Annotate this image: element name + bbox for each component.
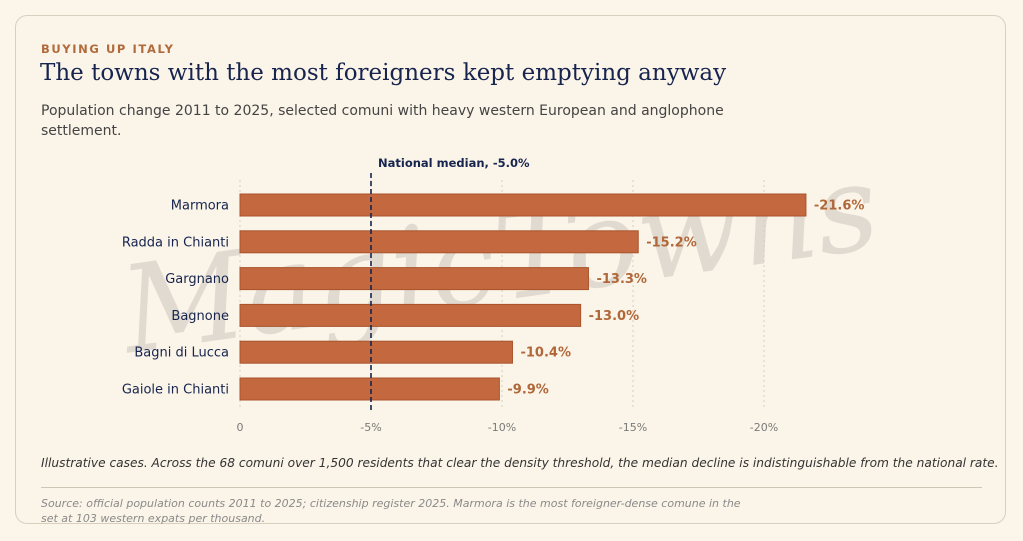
x-tick-label: -10% [488,421,516,434]
x-tick-label: 0 [237,421,244,434]
bar-chart: MagicTowns Marmora -21.6%Radda in Chianti… [111,138,886,434]
value-label: -10.4% [520,346,571,361]
eyebrow-label: BUYING UP ITALY [41,42,175,56]
source-note: Source: official population counts 2011 … [41,497,741,525]
category-label: Radda in Chianti [122,235,229,250]
value-label: -9.9% [507,383,548,398]
category-label: Gaiole in Chianti [122,383,229,398]
bar [239,230,639,254]
x-tick-label: -5% [360,421,381,434]
category-label: Bagnone [171,309,229,324]
bar [239,267,589,291]
bar [239,193,807,217]
value-label: -13.3% [596,272,647,287]
bar [239,303,582,327]
chart-title: The towns with the most foreigners kept … [40,60,727,86]
category-label: Bagni di Lucca [134,346,229,361]
category-label: Gargnano [165,272,229,287]
x-tick-label: -15% [619,421,647,434]
category-label: Marmora [171,199,229,214]
value-label: -15.2% [646,235,697,250]
value-label: -21.6% [814,199,865,214]
chart-subtitle: Population change 2011 to 2025, selected… [41,103,724,139]
median-reference-label: National median, -5.0% [378,156,530,170]
x-tick-label: -20% [750,421,778,434]
value-label: -13.0% [589,309,640,324]
footnote: Illustrative cases. Across the 68 comuni… [41,456,999,470]
divider [41,487,982,488]
bar [239,377,500,401]
bar [239,340,513,364]
